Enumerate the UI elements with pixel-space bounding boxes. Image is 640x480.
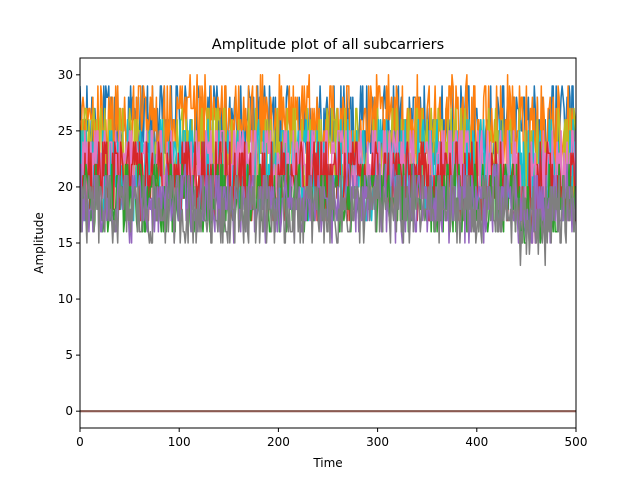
x-tick-label-0: 0 [76, 435, 84, 449]
x-tick-label-2: 200 [267, 435, 290, 449]
x-tick-label-3: 300 [366, 435, 389, 449]
y-tick-label-5: 25 [58, 124, 73, 138]
x-tick-label-1: 100 [168, 435, 191, 449]
x-axis-label: Time [312, 456, 342, 470]
y-tick-label-3: 15 [58, 236, 73, 250]
plot-area [80, 74, 576, 413]
y-axis-label: Amplitude [32, 212, 46, 274]
y-tick-label-4: 20 [58, 180, 73, 194]
y-tick-label-1: 5 [65, 348, 73, 362]
chart-title: Amplitude plot of all subcarriers [212, 37, 444, 53]
y-tick-label-6: 30 [58, 68, 73, 82]
series-line-8 [80, 174, 576, 267]
y-tick-label-0: 0 [65, 404, 73, 418]
x-tick-label-4: 400 [465, 435, 488, 449]
axes: 0 100 200 300 400 500 0 5 10 15 20 25 30 [58, 57, 588, 449]
x-tick-label-5: 500 [565, 435, 588, 449]
y-tick-label-2: 10 [58, 292, 73, 306]
